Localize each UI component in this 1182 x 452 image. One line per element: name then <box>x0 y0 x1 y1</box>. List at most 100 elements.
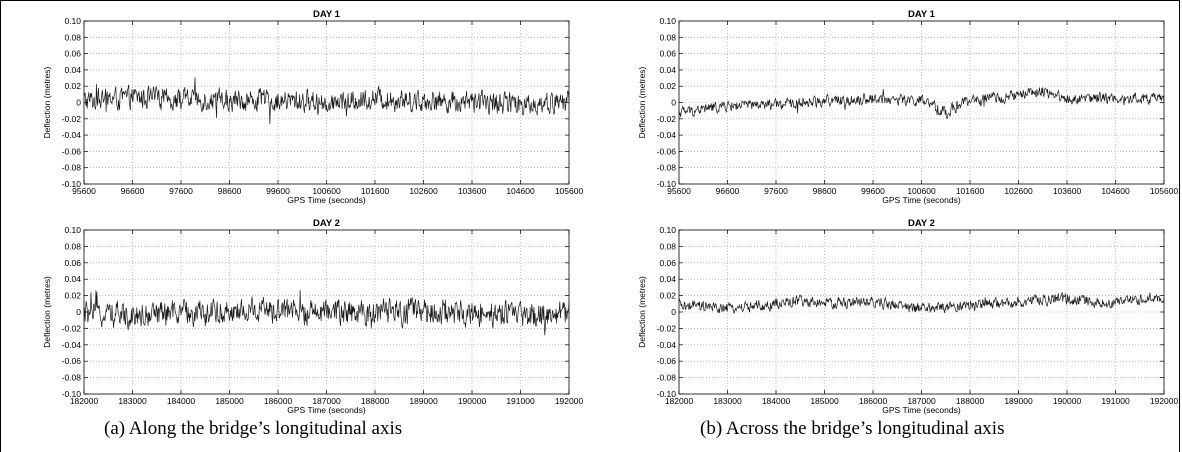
y-tick-label: 0.06 <box>64 49 81 59</box>
y-axis-label: Deflection (metres) <box>42 66 52 138</box>
x-tick-label: 184000 <box>762 396 791 406</box>
x-tick-label: 97600 <box>169 186 193 196</box>
y-tick-label: 0.02 <box>64 81 81 91</box>
y-tick-label: -0.04 <box>62 130 82 140</box>
chart-a-day1: 95600 96600 97600 98600 99600 100600 101600 102… <box>42 9 583 205</box>
x-tick-label: 103600 <box>458 186 487 196</box>
y-tick-label: 0.08 <box>64 32 81 42</box>
chart-a-day2: 182000 183000 184000 185000 186000 187000 1880… <box>42 218 583 415</box>
x-tick-label: 102600 <box>409 186 438 196</box>
y-tick-label: 0.08 <box>64 241 81 251</box>
y-tick-label: -0.08 <box>657 163 677 173</box>
y-tick-label: -0.04 <box>657 340 677 350</box>
x-tick-label: 96600 <box>121 186 145 196</box>
y-tick-label: 0.02 <box>64 291 81 301</box>
y-tick-label: -0.02 <box>62 323 82 333</box>
x-axis-label: GPS Time (seconds) <box>287 195 366 205</box>
chart-title: DAY 1 <box>313 9 341 20</box>
x-tick-label: 187000 <box>907 396 936 406</box>
x-tick-label: 101600 <box>956 186 985 196</box>
y-tick-label: 0.06 <box>659 258 676 268</box>
x-tick-label: 101600 <box>361 186 390 196</box>
y-axis-label: Deflection (metres) <box>637 276 647 348</box>
y-tick-label: -0.08 <box>62 163 82 173</box>
y-axis-label: Deflection (metres) <box>42 276 52 348</box>
x-tick-label: 189000 <box>409 396 438 406</box>
x-tick-label: 190000 <box>1053 396 1082 406</box>
y-tick-label: -0.02 <box>62 114 82 124</box>
x-tick-label: 98600 <box>813 186 837 196</box>
y-tick-label: -0.02 <box>657 323 677 333</box>
y-tick-label: 0.02 <box>659 291 676 301</box>
caption-a: (a) Along the bridge’s longitudinal axis <box>104 418 403 439</box>
x-tick-label: 105600 <box>555 186 584 196</box>
y-tick-label: -0.06 <box>657 356 677 366</box>
x-tick-label: 95600 <box>72 186 96 196</box>
data-series-line <box>678 87 1165 120</box>
x-tick-label: 184000 <box>167 396 196 406</box>
x-tick-label: 187000 <box>312 396 341 406</box>
x-tick-label: 182000 <box>70 396 99 406</box>
y-tick-label: -0.06 <box>62 356 82 366</box>
y-tick-label: 0.08 <box>659 241 676 251</box>
y-tick-label: 0.06 <box>64 258 81 268</box>
y-tick-label: 0 <box>76 307 81 317</box>
x-tick-label: 103600 <box>1053 186 1082 196</box>
chart-title: DAY 2 <box>908 218 935 229</box>
y-tick-label: 0.06 <box>659 49 676 59</box>
x-tick-label: 191000 <box>1101 396 1130 406</box>
x-tick-label: 182000 <box>665 396 694 406</box>
x-tick-label: 192000 <box>1150 396 1179 406</box>
chart-title: DAY 2 <box>313 218 340 229</box>
x-tick-label: 188000 <box>956 396 985 406</box>
y-tick-label: 0.04 <box>659 65 676 75</box>
x-tick-label: 186000 <box>264 396 293 406</box>
x-tick-label: 100600 <box>312 186 341 196</box>
data-series-line <box>83 289 570 336</box>
y-tick-label: 0.04 <box>64 274 81 284</box>
y-tick-label: 0 <box>671 98 676 108</box>
chart-title: DAY 1 <box>908 9 936 20</box>
y-tick-label: 0.04 <box>64 65 81 75</box>
y-tick-label: 0.10 <box>659 225 676 235</box>
x-axis-label: GPS Time (seconds) <box>882 195 961 205</box>
y-tick-label: 0.04 <box>659 274 676 284</box>
x-tick-label: 185000 <box>215 396 244 406</box>
x-tick-label: 185000 <box>810 396 839 406</box>
chart-b-day2: 182000 183000 184000 185000 186000 187000 1880… <box>637 218 1178 415</box>
caption-b: (b) Across the bridge’s longitudinal axi… <box>700 418 1005 439</box>
x-tick-label: 183000 <box>713 396 742 406</box>
x-tick-label: 183000 <box>118 396 147 406</box>
data-series-line <box>678 291 1165 314</box>
chart-b-day1: 95600 96600 97600 98600 99600 100600 101600 102… <box>637 9 1178 205</box>
y-tick-label: 0 <box>671 307 676 317</box>
x-tick-label: 99600 <box>266 186 290 196</box>
y-axis-label: Deflection (metres) <box>637 66 647 138</box>
y-tick-label: -0.10 <box>62 389 82 399</box>
x-axis-label: GPS Time (seconds) <box>882 405 961 415</box>
x-tick-label: 191000 <box>506 396 535 406</box>
y-tick-label: 0.08 <box>659 32 676 42</box>
y-tick-label: -0.04 <box>62 340 82 350</box>
x-tick-label: 96600 <box>716 186 740 196</box>
x-tick-label: 95600 <box>667 186 691 196</box>
y-tick-label: -0.02 <box>657 114 677 124</box>
x-axis-label: GPS Time (seconds) <box>287 405 366 415</box>
y-tick-label: -0.10 <box>657 389 677 399</box>
y-tick-label: -0.04 <box>657 130 677 140</box>
x-tick-label: 104600 <box>506 186 535 196</box>
y-tick-label: -0.08 <box>657 373 677 383</box>
data-series-line <box>83 77 570 125</box>
y-tick-label: 0.02 <box>659 81 676 91</box>
y-tick-label: 0.10 <box>64 16 81 26</box>
y-tick-label: 0.10 <box>659 16 676 26</box>
y-tick-label: -0.08 <box>62 373 82 383</box>
x-tick-label: 188000 <box>361 396 390 406</box>
x-tick-label: 104600 <box>1101 186 1130 196</box>
y-tick-label: 0 <box>76 98 81 108</box>
x-tick-label: 190000 <box>458 396 487 406</box>
y-tick-label: -0.06 <box>657 146 677 156</box>
y-tick-label: 0.10 <box>64 225 81 235</box>
